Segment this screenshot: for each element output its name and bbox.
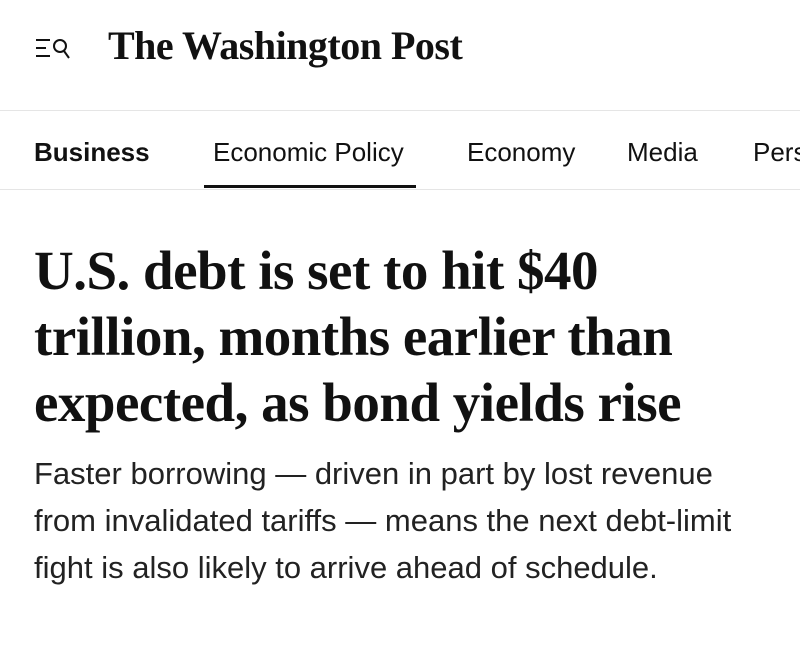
logo[interactable]: The Washington Post bbox=[108, 23, 463, 68]
active-underline bbox=[204, 185, 416, 188]
section-nav: Business Economic Policy Economy Media P… bbox=[0, 111, 800, 190]
nav-item[interactable]: Media bbox=[627, 137, 698, 167]
nav-item[interactable]: Economy bbox=[467, 137, 576, 167]
nav-item[interactable]: Economic Policy bbox=[213, 137, 404, 167]
headline: U.S. debt is set to hit $40 trillion, mo… bbox=[34, 240, 682, 433]
menu-search-icon[interactable] bbox=[36, 38, 76, 66]
nav-item[interactable]: Business bbox=[34, 137, 150, 167]
subheadline: Faster borrowing — driven in part by los… bbox=[34, 456, 732, 585]
header: The Washington Post bbox=[0, 0, 800, 111]
nav-item[interactable]: Pers bbox=[753, 137, 800, 167]
